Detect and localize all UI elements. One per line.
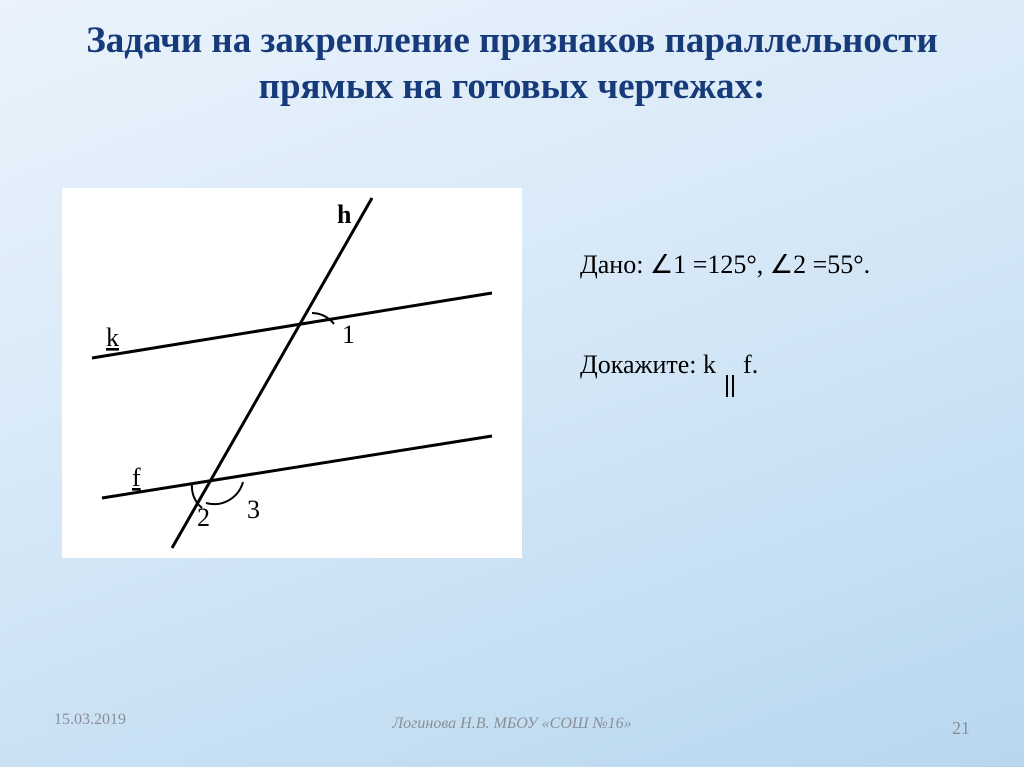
diagram-svg: h k f 1 2 3 [62,188,522,558]
label-f: f [132,463,141,492]
label-1: 1 [342,320,355,349]
line-f [102,436,492,498]
given-line: Дано: ∠1 =125°, ∠2 =55°. [580,250,1000,280]
given-label: Дано: [580,250,643,279]
prove-label: Докажите: [580,350,697,379]
line-k [92,293,492,358]
angle1: ∠1 =125°, [650,250,763,279]
footer-author: Логинова Н.В. МБОУ «СОШ №16» [0,715,1024,733]
prove-left: k [703,350,716,379]
page-title: Задачи на закрепление признаков параллел… [0,0,1024,111]
line-h [172,198,372,548]
angle2: ∠2 =55°. [770,250,870,279]
angle-arc-3 [206,482,243,504]
problem-text: Дано: ∠1 =125°, ∠2 =55°. Докажите: k f. [580,250,1000,380]
page-number: 21 [952,718,970,739]
label-2: 2 [197,503,210,532]
prove-right: f. [743,350,758,379]
geometry-diagram: h k f 1 2 3 [62,188,522,558]
label-h: h [337,200,352,229]
prove-line: Докажите: k f. [580,350,1000,380]
label-k: k [106,323,119,352]
label-3: 3 [247,495,260,524]
